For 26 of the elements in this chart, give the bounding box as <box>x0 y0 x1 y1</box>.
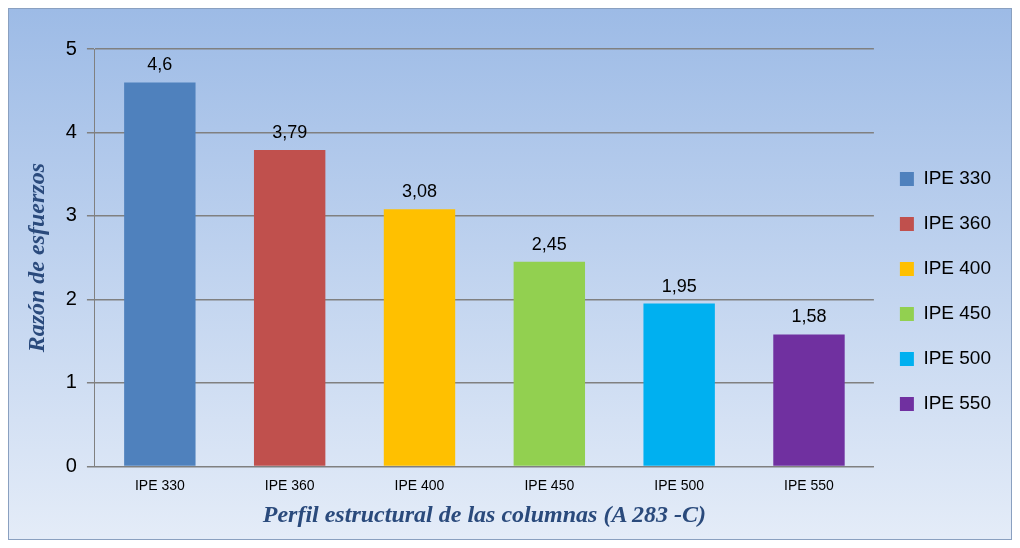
legend-label: IPE 550 <box>923 392 992 414</box>
data-label: 3,79 <box>272 121 308 142</box>
y-tick-label: 1 <box>65 370 77 393</box>
data-label: 3,08 <box>401 181 438 202</box>
legend-label: IPE 500 <box>923 347 992 369</box>
x-tick-label: IPE 450 <box>524 476 575 493</box>
data-label: 4,6 <box>147 54 173 75</box>
y-tick-label: 3 <box>65 203 77 226</box>
legend-label: IPE 330 <box>923 167 992 189</box>
y-tick-label: 0 <box>65 453 77 476</box>
y-tick-label: 4 <box>65 120 77 142</box>
legend-label: IPE 400 <box>923 257 992 279</box>
data-label: 2,45 <box>531 233 567 254</box>
legend-label: IPE 360 <box>923 212 992 234</box>
x-tick-label: IPE 550 <box>784 476 835 493</box>
data-label: 1,95 <box>661 275 697 296</box>
y-tick-label: 2 <box>65 286 77 309</box>
y-axis-title: Razón de esfuerzos <box>22 163 49 354</box>
x-tick-label: IPE 400 <box>394 476 445 493</box>
y-tick-label: 5 <box>65 36 77 59</box>
legend-label: IPE 450 <box>923 302 992 324</box>
x-tick-label: IPE 330 <box>134 476 185 493</box>
data-label: 1,58 <box>791 306 827 327</box>
x-tick-label: IPE 500 <box>654 476 705 493</box>
x-tick-label: IPE 360 <box>264 476 315 493</box>
x-axis-title: Perfil estructural de las columnas (A 283 -C) <box>261 500 707 527</box>
